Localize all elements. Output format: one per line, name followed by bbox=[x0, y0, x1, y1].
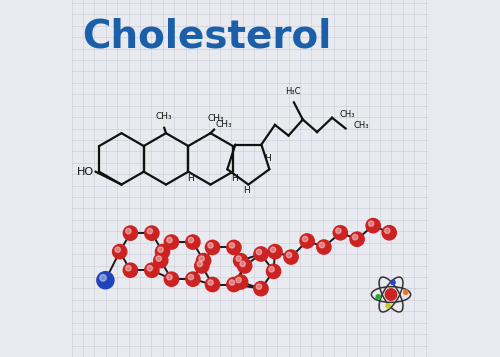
Circle shape bbox=[317, 240, 331, 254]
Circle shape bbox=[124, 226, 138, 240]
Circle shape bbox=[156, 245, 170, 259]
Circle shape bbox=[286, 252, 292, 258]
Circle shape bbox=[302, 236, 308, 242]
Circle shape bbox=[269, 267, 274, 272]
Circle shape bbox=[126, 266, 131, 271]
Text: H: H bbox=[186, 174, 194, 183]
Text: H: H bbox=[264, 154, 271, 164]
Text: Cholesterol: Cholesterol bbox=[82, 18, 332, 56]
Circle shape bbox=[382, 226, 396, 240]
Text: CH₃: CH₃ bbox=[354, 121, 369, 130]
Text: HO: HO bbox=[76, 167, 94, 177]
Circle shape bbox=[124, 263, 138, 277]
Circle shape bbox=[336, 228, 341, 233]
Circle shape bbox=[352, 235, 358, 240]
Circle shape bbox=[268, 245, 282, 259]
Circle shape bbox=[115, 247, 120, 252]
Circle shape bbox=[126, 228, 131, 234]
Circle shape bbox=[164, 272, 178, 286]
Circle shape bbox=[194, 259, 209, 273]
Circle shape bbox=[206, 277, 220, 292]
Circle shape bbox=[164, 235, 178, 249]
Circle shape bbox=[197, 261, 202, 267]
Circle shape bbox=[366, 218, 380, 233]
Circle shape bbox=[186, 272, 200, 286]
Circle shape bbox=[254, 282, 268, 296]
Circle shape bbox=[236, 277, 242, 283]
Circle shape bbox=[144, 226, 159, 240]
Text: CH₃: CH₃ bbox=[208, 114, 224, 123]
Text: CH₃: CH₃ bbox=[215, 120, 232, 129]
Circle shape bbox=[376, 295, 380, 299]
Circle shape bbox=[319, 242, 324, 248]
Circle shape bbox=[147, 228, 152, 234]
Circle shape bbox=[350, 232, 364, 246]
Circle shape bbox=[270, 247, 276, 252]
Circle shape bbox=[208, 243, 213, 248]
Circle shape bbox=[333, 226, 347, 240]
Circle shape bbox=[144, 263, 159, 277]
Circle shape bbox=[166, 237, 172, 243]
Circle shape bbox=[404, 290, 408, 294]
Text: H: H bbox=[231, 174, 238, 183]
Circle shape bbox=[384, 228, 390, 233]
Circle shape bbox=[156, 256, 162, 261]
Circle shape bbox=[300, 234, 314, 248]
Circle shape bbox=[227, 240, 241, 255]
Circle shape bbox=[186, 235, 200, 249]
Circle shape bbox=[100, 275, 106, 281]
Circle shape bbox=[147, 266, 152, 271]
Circle shape bbox=[240, 261, 246, 267]
Circle shape bbox=[229, 243, 234, 248]
Circle shape bbox=[234, 253, 248, 268]
Circle shape bbox=[391, 280, 395, 285]
Circle shape bbox=[386, 304, 390, 308]
Circle shape bbox=[234, 275, 248, 289]
Text: H: H bbox=[243, 186, 250, 196]
Circle shape bbox=[256, 284, 262, 290]
Circle shape bbox=[254, 247, 268, 261]
Circle shape bbox=[208, 280, 213, 285]
Circle shape bbox=[368, 221, 374, 226]
Circle shape bbox=[154, 253, 168, 268]
Circle shape bbox=[199, 256, 204, 261]
Circle shape bbox=[206, 240, 220, 255]
Text: H₃C: H₃C bbox=[285, 87, 300, 96]
Circle shape bbox=[227, 277, 241, 292]
Text: CH₃: CH₃ bbox=[156, 112, 172, 121]
Circle shape bbox=[188, 275, 194, 280]
Circle shape bbox=[236, 256, 242, 261]
Circle shape bbox=[188, 237, 194, 243]
Circle shape bbox=[196, 253, 210, 268]
Circle shape bbox=[112, 245, 127, 259]
Circle shape bbox=[158, 247, 163, 252]
Circle shape bbox=[97, 272, 114, 289]
Circle shape bbox=[284, 250, 298, 264]
Circle shape bbox=[166, 275, 172, 280]
Circle shape bbox=[238, 259, 252, 273]
Circle shape bbox=[266, 264, 280, 278]
Circle shape bbox=[256, 249, 262, 255]
Text: CH₃: CH₃ bbox=[340, 110, 355, 119]
Circle shape bbox=[386, 289, 396, 300]
Circle shape bbox=[229, 280, 234, 285]
